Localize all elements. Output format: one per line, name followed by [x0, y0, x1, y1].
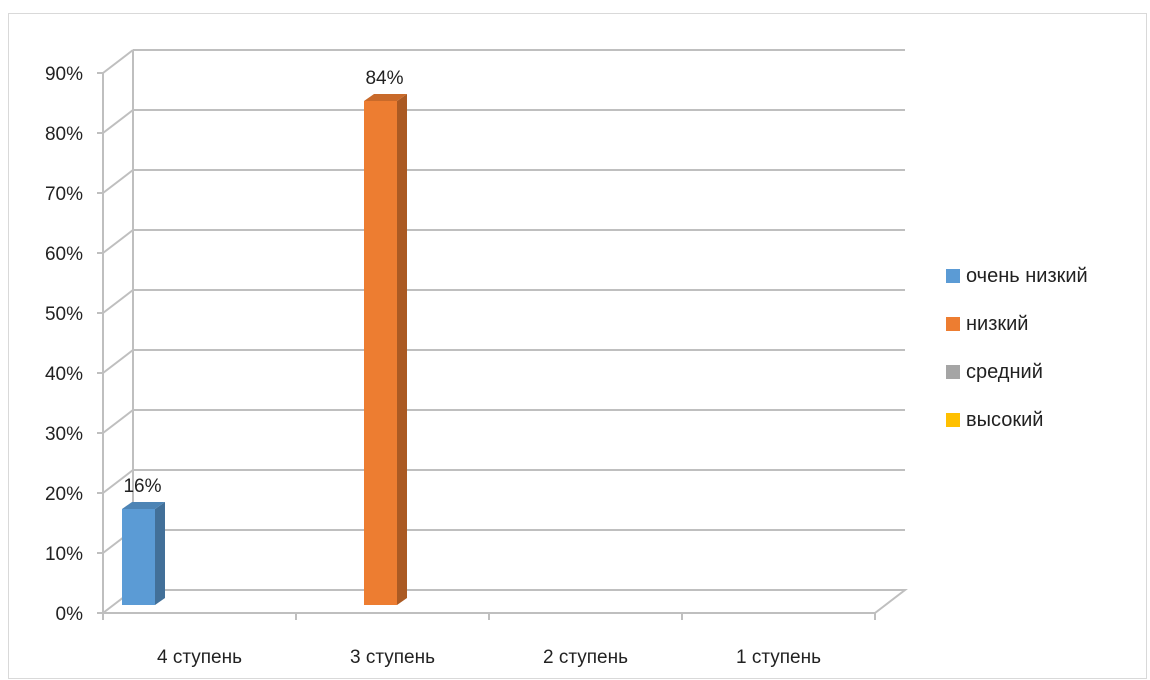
- y-tick-label: 80%: [45, 124, 83, 145]
- gridline-side: [102, 229, 134, 254]
- legend-label: средний: [966, 361, 1043, 383]
- y-tick-label: 0%: [56, 604, 84, 625]
- category-label: 2 ступень: [543, 647, 628, 668]
- y-tick-label: 20%: [45, 484, 83, 505]
- y-tick-label: 30%: [45, 424, 83, 445]
- bar-очень низкий: [122, 509, 155, 605]
- category-label: 1 ступень: [736, 647, 821, 668]
- gridline-side: [102, 409, 134, 434]
- bar-top: [122, 502, 165, 509]
- legend-swatch: [946, 413, 960, 427]
- category-label: 3 ступень: [350, 647, 435, 668]
- legend-label: низкий: [966, 313, 1028, 335]
- y-tick-label: 60%: [45, 244, 83, 265]
- y-tick-label: 10%: [45, 544, 83, 565]
- y-tick-label: 90%: [45, 64, 83, 85]
- legend-swatch: [946, 317, 960, 331]
- legend-swatch: [946, 365, 960, 379]
- floor: [102, 589, 908, 614]
- category-label: 4 ступень: [157, 647, 242, 668]
- chart-frame: [8, 13, 1147, 679]
- bar-side: [155, 502, 165, 605]
- gridline-side: [102, 349, 134, 374]
- legend-label: высокий: [966, 409, 1043, 431]
- gridline-side: [102, 289, 134, 314]
- gridline-side: [102, 49, 134, 74]
- data-label: 16%: [123, 476, 161, 497]
- y-tick-label: 70%: [45, 184, 83, 205]
- data-label: 84%: [365, 68, 403, 89]
- gridline-side: [102, 169, 134, 194]
- y-tick-label: 50%: [45, 304, 83, 325]
- y-tick-label: 40%: [45, 364, 83, 385]
- gridline-side: [102, 109, 134, 134]
- bar-top: [364, 94, 407, 101]
- bar-низкий: [364, 101, 397, 605]
- legend-swatch: [946, 269, 960, 283]
- legend-label: очень низкий: [966, 265, 1088, 287]
- bar-side: [397, 94, 407, 605]
- gridline-side: [102, 469, 134, 494]
